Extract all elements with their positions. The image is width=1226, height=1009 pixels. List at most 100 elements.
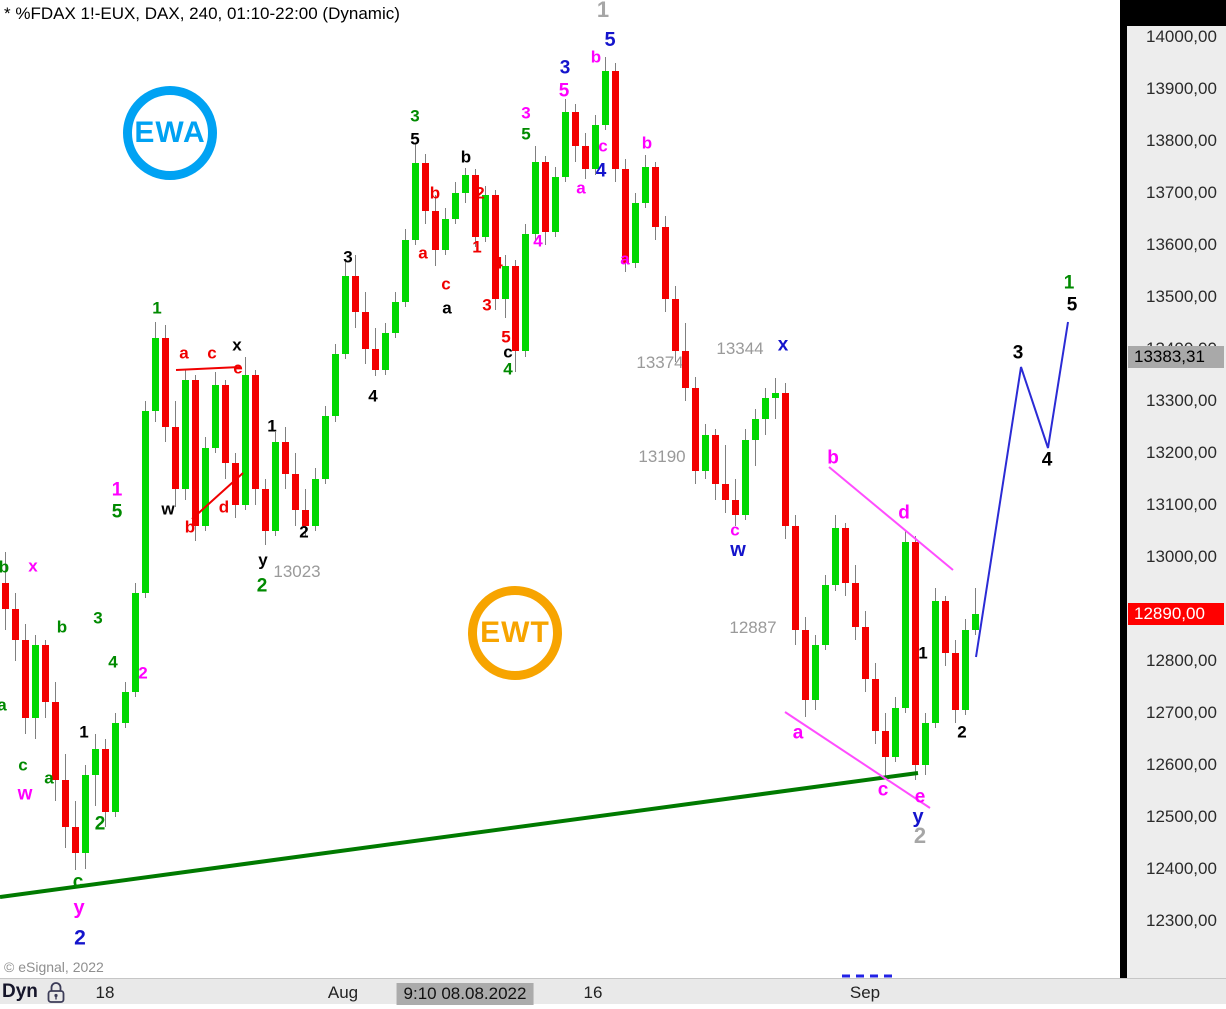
wave-label: b xyxy=(827,447,839,469)
watermarks-layer: EWA EWT xyxy=(123,86,562,680)
wave-label: 5 xyxy=(1066,294,1078,316)
candle-down xyxy=(692,387,699,471)
candle-down xyxy=(472,174,479,237)
axis-divider xyxy=(1120,0,1127,1004)
chart-title: * %FDAX 1!-EUX, DAX, 240, 01:10-22:00 (D… xyxy=(4,4,400,23)
candle-wick xyxy=(725,445,726,513)
wave-label: 1 xyxy=(918,643,928,663)
wave-label: 4 xyxy=(493,253,503,273)
candle-down xyxy=(192,380,199,526)
candle-up xyxy=(392,302,399,334)
wave-label: 1 xyxy=(267,416,277,436)
candle-up xyxy=(702,434,709,471)
candle-down xyxy=(512,265,519,352)
wave-label: 1 xyxy=(111,479,123,501)
wave-label: b xyxy=(641,133,653,153)
wave-label: x xyxy=(232,335,242,355)
candle-down xyxy=(662,226,669,300)
wave-label: c xyxy=(877,779,889,801)
wave-label: 5 xyxy=(111,501,123,523)
candle-down xyxy=(612,70,619,170)
wave-label: 1 xyxy=(79,722,89,742)
candle-up xyxy=(452,192,459,219)
wave-label: b xyxy=(429,183,441,203)
price-annotations-layer: 13374 13344 13190 13023 12887 xyxy=(273,339,776,637)
wave-label: 5 xyxy=(501,327,511,347)
price-annotation: 13023 xyxy=(273,562,321,581)
candle-up xyxy=(502,265,509,300)
candle-down xyxy=(2,582,9,609)
dyn-button[interactable]: Dyn xyxy=(2,981,38,1002)
candle-up xyxy=(182,380,189,490)
price-axis[interactable]: 14000,00 13900,00 13800,00 13700,00 13600,00… xyxy=(1127,0,1226,978)
candle-up xyxy=(312,478,319,526)
time-label: Aug xyxy=(327,983,359,1002)
wave-label: y xyxy=(258,550,268,570)
wave-label: w xyxy=(730,539,746,561)
candle-down xyxy=(792,525,799,630)
wave-label: b xyxy=(0,557,10,577)
candle-up xyxy=(402,239,409,302)
wave-label: c xyxy=(18,755,28,775)
candle-up xyxy=(32,645,39,718)
candle-up xyxy=(152,338,159,412)
candle-down xyxy=(652,166,659,227)
wave-label: 4 xyxy=(503,359,513,379)
time-axis[interactable]: Dyn 18 Aug 9:10 08.08.2022 16 Sep xyxy=(0,978,1226,1005)
candle-wick xyxy=(775,377,776,419)
candle-up xyxy=(132,593,139,692)
price-tick: 12400,00 xyxy=(1146,858,1217,878)
wave-label: 5 xyxy=(521,124,531,144)
axis-corner xyxy=(1120,0,1226,26)
candle-down xyxy=(292,473,299,510)
wave-label: c xyxy=(207,343,217,363)
wave-label: d xyxy=(898,502,910,524)
candle-up xyxy=(122,692,129,724)
wave-label: a xyxy=(418,243,428,263)
candle-up xyxy=(632,203,639,263)
candle-down xyxy=(572,112,579,146)
wave-label: 2 xyxy=(138,663,148,683)
candle-down xyxy=(802,629,809,700)
price-tick: 12600,00 xyxy=(1146,754,1217,774)
wave-label: 2 xyxy=(913,823,927,848)
candle-up xyxy=(592,125,599,170)
wave-label: 1 xyxy=(152,298,162,318)
candle-up xyxy=(762,398,769,419)
wave-label: 4 xyxy=(108,652,118,672)
wave-label: 1 xyxy=(596,0,610,22)
wave-label: 4 xyxy=(595,160,607,182)
candle-down xyxy=(302,510,309,526)
wave-label: w xyxy=(161,499,175,519)
wave-label: x xyxy=(777,334,789,356)
lock-icon[interactable] xyxy=(44,980,68,1004)
wave-label: 3 xyxy=(559,57,571,79)
watermark-ewa-logo: EWA xyxy=(123,86,217,180)
price-tick: 13200,00 xyxy=(1146,442,1217,462)
wave-label: a xyxy=(0,695,7,715)
candle-up xyxy=(562,112,569,178)
wave-label: a xyxy=(442,298,452,318)
wave-label: a xyxy=(179,343,189,363)
candle-up xyxy=(322,416,329,479)
price-tick: 13300,00 xyxy=(1146,390,1217,410)
candle-up xyxy=(642,166,649,204)
wave-label: b xyxy=(590,47,602,67)
wave-label: e xyxy=(233,358,243,378)
price-tick: 14000,00 xyxy=(1146,26,1217,46)
candle-up xyxy=(332,354,339,417)
wave-label: 2 xyxy=(94,813,106,835)
wave-label: c xyxy=(72,871,84,893)
price-tick: 12700,00 xyxy=(1146,702,1217,722)
wave-label: 2 xyxy=(957,722,967,742)
candle-up xyxy=(772,393,779,399)
candle-down xyxy=(622,169,629,263)
candle-up xyxy=(112,723,119,812)
wave-label: 3 xyxy=(521,103,531,123)
candle-down xyxy=(432,211,439,250)
candle-up xyxy=(242,374,249,505)
copyright-text: © eSignal, 2022 xyxy=(4,959,104,975)
previous-close-marker: 13383,31 xyxy=(1128,346,1224,369)
